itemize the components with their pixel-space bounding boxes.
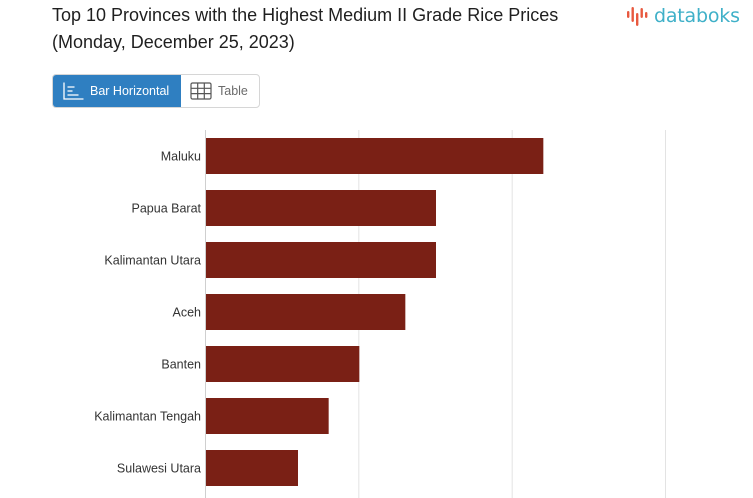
category-label: Kalimantan Utara (104, 254, 201, 268)
databoks-logo[interactable]: databoks (626, 4, 740, 28)
view-toggle: Bar Horizontal Table (52, 74, 260, 108)
table-button[interactable]: Table (181, 75, 259, 107)
category-label: Kalimantan Tengah (94, 410, 201, 424)
table-label: Table (218, 84, 248, 98)
chart-title: Top 10 Provinces with the Highest Medium… (52, 5, 559, 52)
bar-banten[interactable] (206, 346, 360, 382)
bar-horizontal-button[interactable]: Bar Horizontal (53, 75, 181, 107)
bar-papua-barat[interactable] (206, 190, 436, 226)
category-label: Sulawesi Utara (117, 462, 201, 476)
chart-category-labels: Maluku Papua Barat Kalimantan Utara Aceh Ban… (94, 150, 201, 476)
bar-kalimantan-tengah[interactable] (206, 398, 329, 434)
category-label: Maluku (161, 150, 201, 164)
bar-kalimantan-utara[interactable] (206, 242, 436, 278)
databoks-logo-mark-icon (627, 7, 648, 26)
category-label: Banten (161, 358, 201, 372)
bar-aceh[interactable] (206, 294, 406, 330)
bar-horizontal-label: Bar Horizontal (90, 84, 170, 98)
category-label: Aceh (173, 306, 202, 320)
table-grid-icon (190, 82, 212, 100)
bar-maluku[interactable] (206, 138, 544, 174)
chart-bars (206, 138, 544, 486)
category-label: Papua Barat (132, 202, 202, 216)
bar-horizontal-icon (63, 82, 84, 100)
logo-text: databoks (654, 5, 740, 27)
bar-sulawesi-utara[interactable] (206, 450, 298, 486)
